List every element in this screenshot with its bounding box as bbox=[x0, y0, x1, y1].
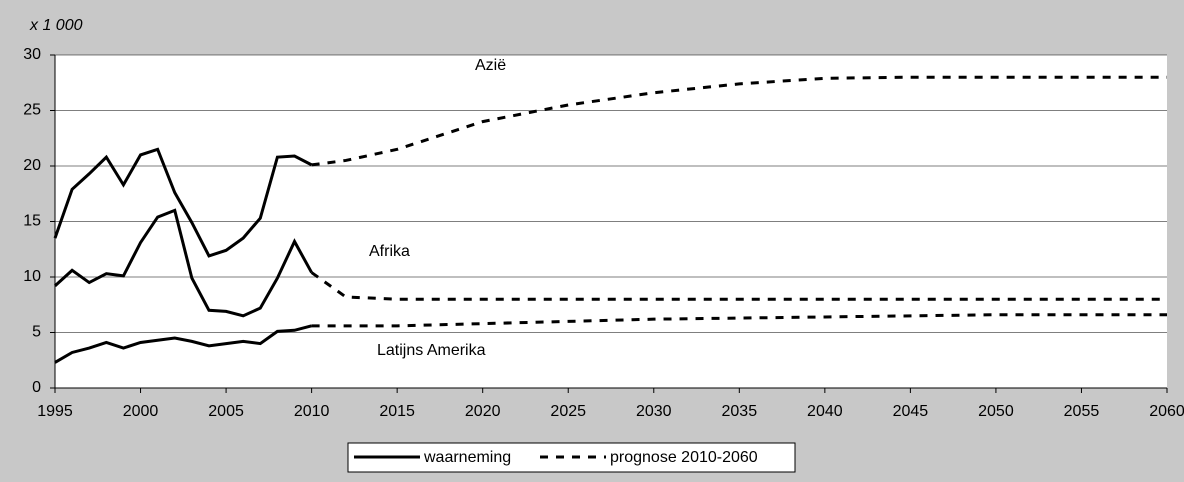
x-tick-label: 2045 bbox=[893, 403, 929, 420]
x-tick-label: 2030 bbox=[636, 403, 672, 420]
x-tick-label: 2015 bbox=[379, 403, 415, 420]
x-tick-label: 2000 bbox=[123, 403, 159, 420]
line bbox=[53, 208, 313, 318]
line bbox=[311, 313, 1167, 328]
y-tick-label: 20 bbox=[23, 157, 41, 174]
x-tick-label: 2005 bbox=[208, 403, 244, 420]
legend-label: waarneming bbox=[423, 449, 511, 466]
line bbox=[54, 324, 312, 364]
x-tick-label: 2035 bbox=[722, 403, 758, 420]
x-tick-label: 2020 bbox=[465, 403, 501, 420]
annotation: Latijns Amerika bbox=[377, 342, 486, 359]
y-tick-label: 0 bbox=[32, 379, 41, 396]
x-tick-label: 2060 bbox=[1149, 403, 1184, 420]
x-tick-label: 1995 bbox=[37, 403, 73, 420]
y-tick-label: 10 bbox=[23, 268, 41, 285]
line bbox=[311, 75, 1167, 167]
x-tick-label: 2010 bbox=[294, 403, 330, 420]
x-tick-label: 2050 bbox=[978, 403, 1014, 420]
y-tick-label: 5 bbox=[32, 324, 41, 341]
annotation: Afrika bbox=[369, 243, 410, 260]
annotation: Azië bbox=[475, 57, 506, 74]
line bbox=[53, 147, 313, 258]
y-tick-label: 15 bbox=[23, 213, 41, 230]
y-tick-label: 25 bbox=[23, 102, 41, 119]
legend-label: prognose 2010-2060 bbox=[610, 449, 758, 466]
y-tick-label: 30 bbox=[23, 46, 41, 63]
x-tick-label: 2055 bbox=[1064, 403, 1100, 420]
legend-box bbox=[347, 442, 796, 473]
x-tick-label: 2040 bbox=[807, 403, 843, 420]
line bbox=[310, 271, 1167, 301]
y-axis-label: x 1 000 bbox=[29, 17, 83, 34]
x-tick-label: 2025 bbox=[550, 403, 586, 420]
